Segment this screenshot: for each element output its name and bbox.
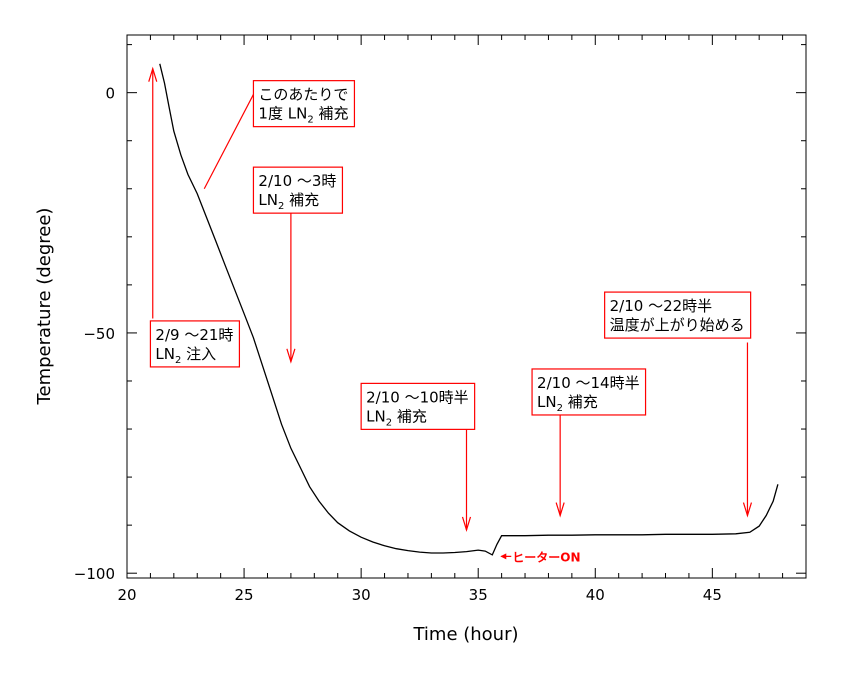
annotation-box [360, 382, 476, 430]
annotation-text: LN2 補充 [537, 393, 598, 414]
annotation-pointer-line [203, 85, 259, 190]
annotation-text: 温度が上がり始める [610, 316, 745, 334]
y-axis-title: Temperature (degree) [34, 208, 55, 406]
heater-label: ヒーターON [512, 550, 580, 564]
text-part: 注入 [181, 345, 216, 363]
text-part: 補充 [284, 191, 319, 209]
annotation-text: 2/10 〜14時半 [537, 374, 640, 392]
x-axis-title: Time (hour) [412, 624, 518, 645]
annotation-text: 2/10 〜22時半 [610, 297, 713, 315]
text-part: 2/10 〜3時 [258, 172, 336, 190]
text-part: LN [258, 191, 278, 209]
text-part: 2/10 〜10時半 [366, 388, 469, 406]
subscript: 2 [557, 403, 563, 414]
arrow-head [461, 516, 472, 532]
text-part: 1度 LN [258, 105, 307, 123]
text-part: LN [155, 345, 175, 363]
x-tick-label: 35 [469, 586, 488, 604]
annotation-text: LN2 補充 [258, 191, 319, 212]
text-part: 2/10 〜14時半 [537, 374, 640, 392]
annotation-box [149, 320, 241, 368]
x-tick-label: 40 [586, 586, 605, 604]
subscript: 2 [386, 417, 392, 428]
text-part: 2/10 〜22時半 [610, 297, 713, 315]
axis-tick-labels: 20 25 30 35 40 45 0 −50 −100 [74, 85, 722, 604]
arrow-head [555, 502, 565, 518]
text-part: LN [537, 393, 557, 411]
arrow-head [148, 66, 158, 82]
text-part: 補充 [314, 105, 349, 123]
text-part: 温度が上がり始める [610, 316, 745, 334]
plot-frame [126, 34, 807, 579]
text-part: 2/9 〜21時 [155, 326, 233, 344]
subscript: 2 [278, 201, 284, 212]
temperature-series-line [159, 63, 779, 556]
x-tick-label: 30 [352, 586, 371, 604]
subscript: 2 [175, 355, 181, 366]
annotation-box [252, 80, 356, 128]
heater-arrow-head [500, 553, 507, 560]
axis-ticks [126, 35, 807, 578]
annotation-box [531, 368, 647, 416]
annotation-box [604, 291, 752, 339]
annotation-box [252, 166, 344, 214]
annotation-text: 2/10 〜3時 [258, 172, 336, 190]
x-tick-label: 25 [235, 586, 254, 604]
text-part: 補充 [563, 393, 598, 411]
text-part: LN [366, 407, 386, 425]
subscript: 2 [307, 115, 313, 126]
y-tick-label: 0 [105, 85, 115, 103]
text-part: このあたりで [258, 86, 348, 104]
annotation-text: LN2 注入 [155, 345, 216, 366]
arrow-head [742, 502, 753, 518]
annotation-text: 2/10 〜10時半 [366, 388, 469, 406]
arrow-head [286, 348, 296, 364]
x-tick-label: 20 [117, 586, 136, 604]
annotation-text: このあたりで [258, 86, 348, 104]
annotation-text: 2/9 〜21時 [155, 326, 233, 344]
y-tick-label: −50 [83, 325, 115, 343]
annotation-text: 1度 LN2 補充 [258, 105, 348, 126]
annotation-text: LN2 補充 [366, 407, 427, 428]
x-tick-label: 45 [703, 586, 722, 604]
heater-on-annotation: ヒーターON [500, 550, 581, 564]
y-tick-label: −100 [74, 565, 115, 583]
text-part: 補充 [392, 407, 427, 425]
